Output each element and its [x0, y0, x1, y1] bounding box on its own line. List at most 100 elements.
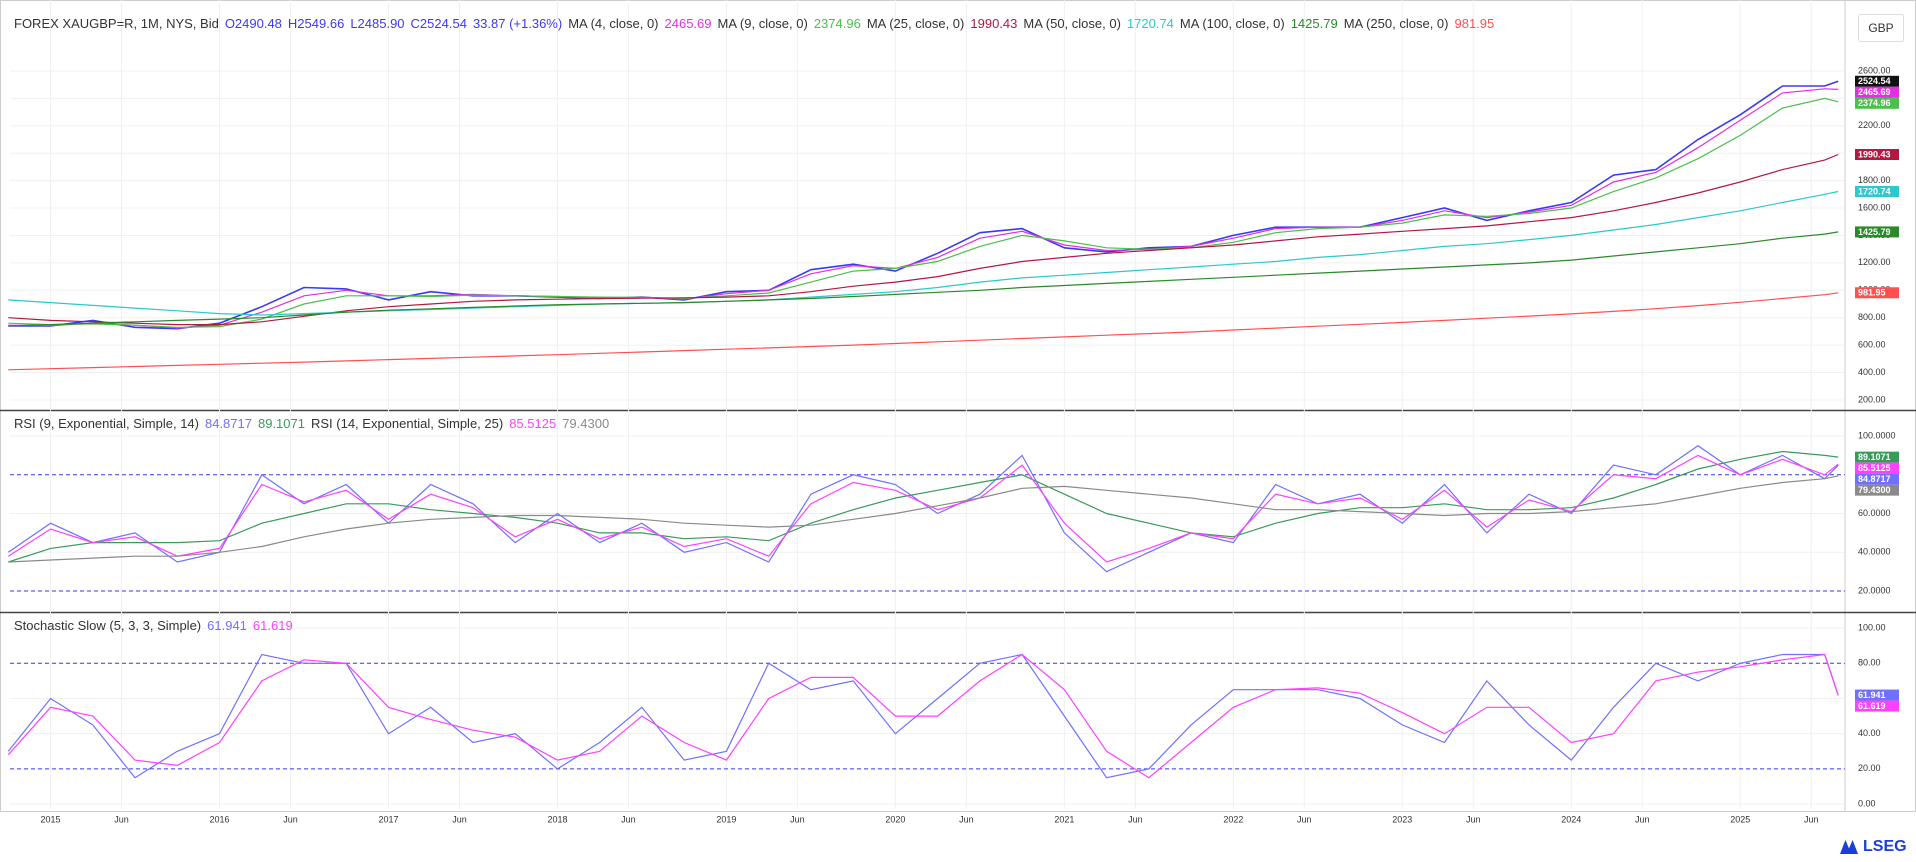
y-tick-label: 600.00: [1858, 339, 1886, 349]
badge-box: [1855, 75, 1899, 87]
badge-box: [1855, 700, 1899, 712]
legend-value: 85.5125: [509, 416, 557, 431]
legend-value: 79.4300: [562, 416, 610, 431]
badge-box: [1855, 226, 1899, 238]
badge-label: 89.1071: [1858, 452, 1891, 462]
badge-label: 2524.54: [1858, 76, 1891, 86]
series-line: [8, 231, 1839, 327]
y-tick-label: 60.0000: [1858, 508, 1891, 518]
x-tick-label: Jun: [114, 814, 129, 824]
y-tick-label: 2600.00: [1858, 65, 1891, 75]
ohlc-value: H2549.66: [287, 16, 345, 31]
last-value-badge: 2374.96: [1855, 97, 1899, 109]
badge-label: 84.8717: [1858, 474, 1891, 484]
y-tick-label: 40.0000: [1858, 547, 1891, 557]
last-value-badge: 1720.74: [1855, 185, 1899, 197]
badge-box: [1855, 451, 1899, 463]
x-tick-label: 2022: [1223, 814, 1243, 824]
y-tick-label: 2200.00: [1858, 120, 1891, 130]
x-tick-label: Jun: [959, 814, 974, 824]
badge-box: [1855, 185, 1899, 197]
badge-label: 1425.79: [1858, 227, 1891, 237]
series-line: [8, 450, 1839, 563]
brand-text: LSEG: [1863, 838, 1907, 855]
series-line: [8, 475, 1839, 563]
x-tick-label: Jun: [1466, 814, 1481, 824]
y-tick-label: 400.00: [1858, 367, 1886, 377]
legend-name: MA (9, close, 0): [717, 16, 808, 31]
series-line: [8, 88, 1839, 329]
ohlc-value: L2485.90: [350, 16, 405, 31]
x-tick-label: 2018: [547, 814, 567, 824]
badge-box: [1855, 484, 1899, 496]
last-value-badge: 1990.43: [1855, 149, 1899, 161]
badge-label: 61.941: [1858, 690, 1886, 700]
y-tick-label: 20.00: [1858, 763, 1881, 773]
last-value-badge: 61.619: [1855, 700, 1899, 712]
series-line: [7, 454, 1839, 563]
badge-label: 85.5125: [1858, 463, 1891, 473]
badge-label: 1720.74: [1858, 186, 1891, 196]
y-tick-label: 100.0000: [1858, 430, 1896, 440]
last-value-badge: 89.1071: [1855, 451, 1899, 463]
badge-box: [1855, 97, 1899, 109]
x-tick-label: 2017: [378, 814, 398, 824]
badge-label: 61.619: [1858, 701, 1886, 711]
panel-header: Stochastic Slow (5, 3, 3, Simple) 61.941 6…: [14, 618, 299, 633]
last-value-badge: 1425.79: [1855, 226, 1899, 238]
x-tick-label: 2020: [885, 814, 905, 824]
legend-value: 1720.74: [1126, 16, 1174, 31]
x-tick-label: Jun: [1297, 814, 1312, 824]
plot-frame: [0, 0, 1916, 812]
x-tick-label: Jun: [1635, 814, 1650, 824]
x-tick-label: 2016: [210, 814, 230, 824]
last-value-badge: 2465.69: [1855, 86, 1899, 98]
panel-title: FOREX XAUGBP=R, 1M, NYS, Bid: [14, 16, 219, 31]
badge-label: 2465.69: [1858, 87, 1891, 97]
last-value-badge: 61.941: [1855, 689, 1899, 701]
badge-label: 1990.43: [1858, 149, 1891, 159]
legend-value: 61.941: [207, 618, 247, 633]
legend-value: 2374.96: [813, 16, 861, 31]
y-tick-label: 1600.00: [1858, 202, 1891, 212]
panel-header: RSI (9, Exponential, Simple, 14) 84.8717 8…: [14, 416, 615, 431]
currency-button[interactable]: GBP: [1858, 14, 1904, 42]
series-line: [8, 97, 1839, 328]
y-tick-label: 20.0000: [1858, 585, 1891, 595]
badge-label: 79.4300: [1858, 485, 1891, 495]
last-value-badge: 84.8717: [1855, 473, 1899, 485]
panel-title: Stochastic Slow (5, 3, 3, Simple): [14, 618, 202, 633]
x-tick-label: Jun: [452, 814, 467, 824]
series-line: [8, 153, 1839, 326]
badge-label: 981.95: [1858, 288, 1886, 298]
last-value-badge: 981.95: [1855, 287, 1899, 299]
x-tick-label: 2025: [1730, 814, 1750, 824]
series-line: [8, 80, 1839, 330]
badge-box: [1855, 86, 1899, 98]
legend-value: 84.8717: [204, 416, 252, 431]
brand-logo: LSEG: [1840, 838, 1907, 856]
badge-box: [1855, 473, 1899, 485]
last-value-badge: 2524.54: [1855, 75, 1899, 87]
legend-value: 1990.43: [970, 16, 1018, 31]
y-tick-label: 1800.00: [1858, 175, 1891, 185]
legend-value: 2465.69: [664, 16, 712, 31]
x-tick-label: 2024: [1561, 814, 1581, 824]
series-line: [8, 292, 1839, 371]
legend-name: MA (25, close, 0): [866, 16, 965, 31]
x-tick-label: 2015: [41, 814, 61, 824]
x-tick-label: Jun: [1128, 814, 1143, 824]
last-value-badge: 85.5125: [1855, 462, 1899, 474]
x-tick-label: Jun: [790, 814, 805, 824]
y-tick-label: 40.00: [1858, 728, 1881, 738]
legend-value: 89.1071: [257, 416, 305, 431]
x-tick-label: 2019: [716, 814, 736, 824]
legend-name: MA (4, close, 0): [568, 16, 659, 31]
legend-value: 981.95: [1454, 16, 1495, 31]
badge-label: 2374.96: [1858, 98, 1891, 108]
x-tick-label: 2021: [1054, 814, 1074, 824]
legend-name: RSI (9, Exponential, Simple, 14): [14, 416, 199, 431]
price-change: 33.87 (+1.36%): [472, 16, 563, 31]
